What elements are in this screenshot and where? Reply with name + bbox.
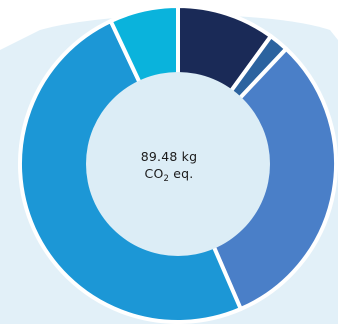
unit-subscript: 2 (163, 174, 170, 184)
donut-center (86, 72, 270, 256)
emissions-unit: CO2 eq. (119, 165, 219, 184)
unit-suffix: eq. (173, 166, 194, 181)
unit-prefix: CO (144, 166, 164, 181)
center-label: 89.48 kg CO2 eq. (119, 148, 219, 184)
total-emissions-value: 89.48 kg (140, 149, 198, 164)
